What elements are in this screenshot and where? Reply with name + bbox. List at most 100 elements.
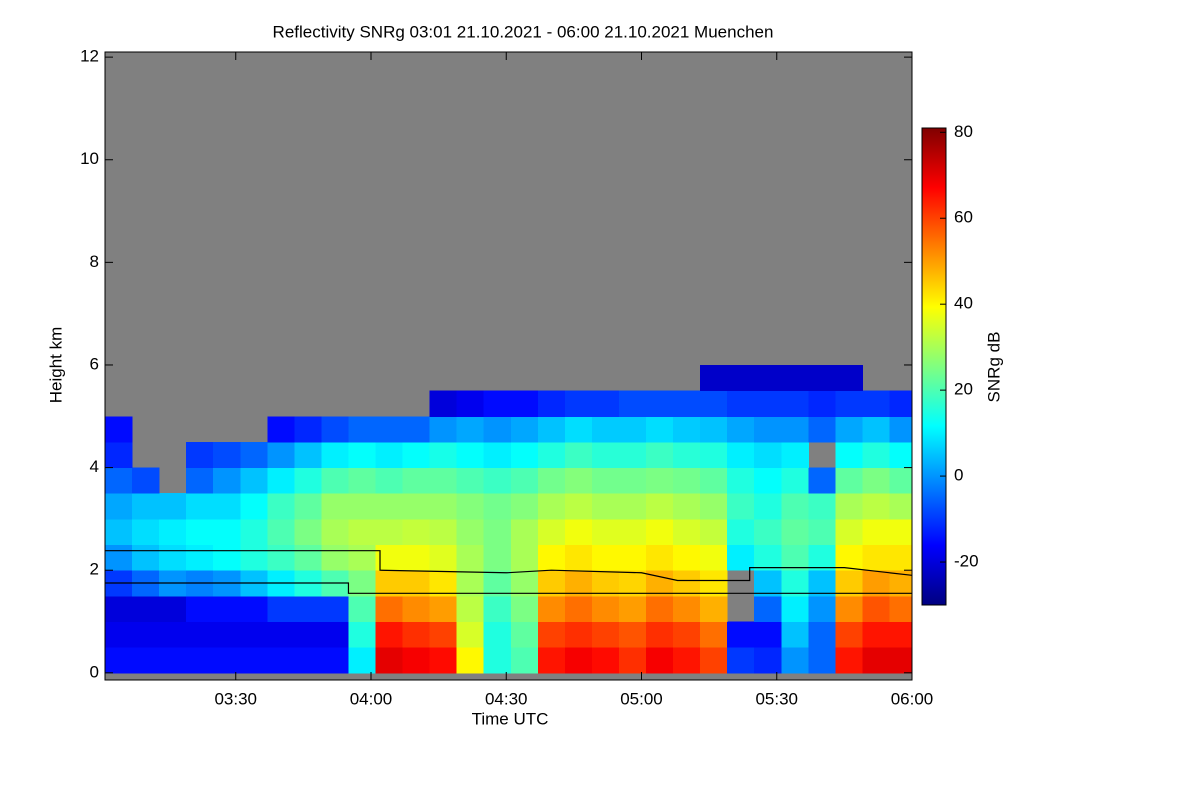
heatmap-cell (375, 493, 404, 520)
heatmap-cell (159, 595, 187, 623)
heatmap-cell (159, 518, 187, 546)
heatmap-cell (862, 467, 890, 494)
heatmap-cell (510, 647, 539, 674)
heatmap-cell (564, 518, 593, 546)
heatmap-cell (213, 493, 241, 520)
heatmap-cell (646, 467, 674, 494)
heatmap-cell (564, 621, 593, 648)
heatmap-cell (700, 518, 728, 546)
x-tick-label: 05:30 (755, 689, 798, 708)
heatmap-cell (321, 544, 349, 571)
heatmap-cell (727, 621, 755, 648)
heatmap-cell (889, 441, 913, 469)
heatmap-cell (294, 416, 322, 443)
y-tick-label: 4 (90, 457, 99, 476)
heatmap-cell (808, 570, 836, 597)
heatmap-cell (754, 518, 782, 546)
heatmap-cell (213, 621, 241, 648)
chart-title: Reflectivity SNRg 03:01 21.10.2021 - 06:… (273, 22, 774, 41)
heatmap-cell (754, 416, 782, 443)
heatmap-cell (835, 493, 863, 520)
heatmap-cell (781, 621, 809, 648)
heatmap-cell (835, 441, 863, 469)
heatmap-cell (483, 493, 512, 520)
heatmap-cell (159, 493, 187, 520)
heatmap-cell (213, 647, 241, 674)
heatmap-cell (321, 493, 349, 520)
heatmap-cell (213, 467, 241, 494)
heatmap-cell (375, 621, 404, 648)
heatmap-cell (510, 621, 539, 648)
heatmap-cell (727, 544, 755, 571)
heatmap-cell (700, 416, 728, 443)
heatmap-cell (591, 467, 620, 494)
heatmap-cell (402, 647, 431, 674)
heatmap-cell (321, 467, 349, 494)
heatmap-cell (754, 467, 782, 494)
heatmap-cell (862, 441, 890, 469)
heatmap-cell (294, 493, 322, 520)
colorbar-tick-label: 20 (954, 380, 973, 399)
heatmap-cell (646, 647, 674, 674)
heatmap-cell (727, 467, 755, 494)
heatmap-cell (889, 518, 913, 546)
heatmap-cell (808, 621, 836, 648)
heatmap-cell (727, 441, 755, 469)
heatmap-cell (754, 595, 782, 623)
heatmap-cell (267, 518, 295, 546)
heatmap-cell (537, 416, 566, 443)
heatmap-cell (294, 595, 322, 623)
heatmap-cell (727, 390, 755, 417)
heatmap-cell (348, 570, 377, 597)
heatmap-cell (321, 595, 349, 623)
heatmap-cell (456, 518, 485, 546)
heatmap-cell (537, 390, 566, 417)
heatmap-cell (700, 621, 728, 648)
heatmap-cell (646, 390, 674, 417)
heatmap-cell (294, 467, 322, 494)
heatmap-cell (294, 647, 322, 674)
heatmap-cell (240, 621, 268, 648)
heatmap-cell (591, 441, 620, 469)
heatmap-cell (564, 441, 593, 469)
heatmap-cell (456, 416, 485, 443)
heatmap-cell (646, 416, 674, 443)
heatmap-cell (646, 621, 674, 648)
heatmap-cell (537, 647, 566, 674)
heatmap-cell (673, 518, 701, 546)
heatmap-cell (618, 441, 647, 469)
heatmap-cell (348, 493, 377, 520)
heatmap-cell (537, 467, 566, 494)
heatmap-cell (267, 467, 295, 494)
plot-frame (104, 51, 913, 681)
heatmap-cell (700, 544, 728, 571)
heatmap-cell (564, 416, 593, 443)
heatmap-cell (835, 364, 863, 392)
heatmap-cell (240, 595, 268, 623)
heatmap-cell (159, 647, 187, 674)
heatmap-cell (186, 493, 214, 520)
heatmap-cell (781, 647, 809, 674)
heatmap-cell (591, 570, 620, 597)
heatmap-cell (321, 621, 349, 648)
heatmap-cell (375, 441, 404, 469)
heatmap-cell (889, 467, 913, 494)
heatmap-cell (618, 518, 647, 546)
heatmap-cell (754, 493, 782, 520)
heatmap-cell (456, 493, 485, 520)
heatmap-cell (862, 570, 890, 597)
heatmap-cell (105, 647, 133, 674)
y-tick-label: 2 (90, 560, 99, 579)
heatmap-cell (294, 518, 322, 546)
heatmap-cell (402, 570, 431, 597)
heatmap-cell (564, 390, 593, 417)
heatmap-cell (456, 647, 485, 674)
heatmap-cell (483, 647, 512, 674)
heatmap-cell (402, 493, 431, 520)
heatmap-cell (510, 570, 539, 597)
heatmap-cell (564, 570, 593, 597)
heatmap-cell (402, 544, 431, 571)
heatmap-cell (186, 621, 214, 648)
heatmap-cell (267, 544, 295, 571)
